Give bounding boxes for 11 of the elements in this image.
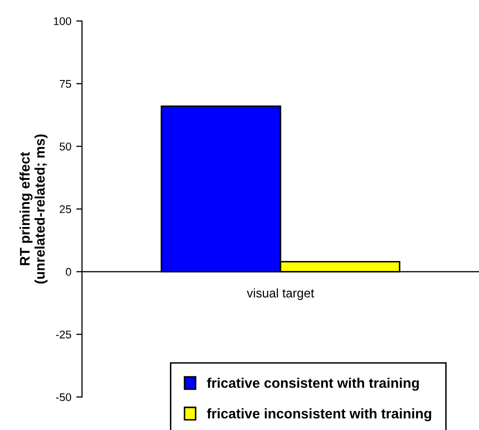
x-tick-label: visual target [246, 288, 314, 300]
legend-label: fricative inconsistent with training [206, 408, 432, 422]
y-tick-label: 100 [54, 17, 72, 26]
y-tick-label: -50 [56, 393, 72, 402]
legend-label: fricative consistent with training [206, 378, 419, 391]
y-tick-label: -25 [56, 330, 72, 338]
y-axis-title: RT priming effect (unrelated-related; ms) [20, 134, 48, 284]
y-tick-label: 50 [60, 142, 72, 150]
y-tick-label: 75 [60, 80, 72, 88]
y-tick-label: 25 [60, 205, 72, 214]
y-tick-label: 0 [66, 268, 72, 276]
